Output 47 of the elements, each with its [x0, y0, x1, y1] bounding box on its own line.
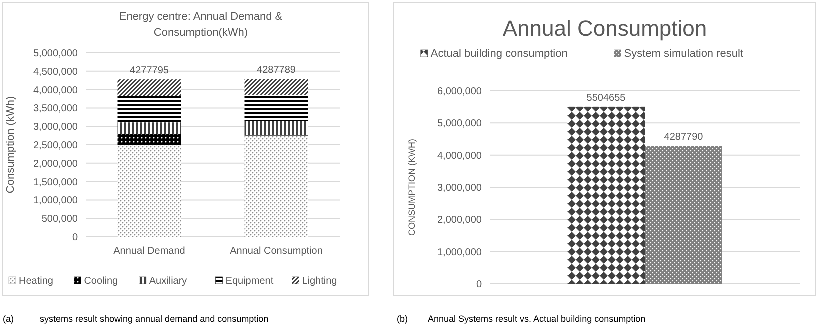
y-tick-label: 2,000,000 [438, 215, 482, 226]
y-tick-label: 3,500,000 [34, 104, 78, 115]
bar [244, 79, 308, 95]
y-tick-label: 1,500,000 [34, 177, 78, 188]
y-tick-label: 6,000,000 [438, 86, 482, 98]
legend-label: Auxiliary [149, 276, 188, 287]
y-axis-title: Consumption (kWh) [5, 96, 17, 194]
data-label: 5504655 [586, 92, 626, 104]
y-tick-label: 5,000,000 [34, 48, 78, 60]
bar [118, 145, 182, 237]
chart-title: Annual Consumption [502, 16, 708, 41]
y-tick-label: 2,500,000 [34, 140, 78, 152]
text: (b) [397, 314, 408, 324]
y-tick-label: 4,000,000 [34, 85, 78, 96]
total-label: 4287789 [257, 65, 296, 76]
y-tick-label: 4,000,000 [438, 150, 482, 162]
bar [118, 96, 182, 123]
y-tick-label: 3,000,000 [34, 122, 78, 134]
legend-label: Heating [19, 276, 54, 287]
y-axis-title: CONSUMPTION (KWH) [407, 139, 417, 236]
bar [118, 134, 182, 145]
text: Annual Systems result vs. Actual building consumption [428, 314, 646, 324]
bar [244, 121, 308, 136]
total-label: 4277795 [130, 66, 170, 77]
legend-label: System simulation result [624, 48, 744, 60]
bar [244, 136, 308, 237]
bar [118, 80, 182, 96]
legend-label: Equipment [226, 276, 274, 287]
y-tick-label: 0 [72, 232, 78, 244]
y-tick-label: 0 [476, 280, 482, 290]
y-tick-label: 2,000,000 [34, 158, 78, 170]
text: (a) [3, 314, 14, 324]
y-tick-label: 1,000,000 [438, 247, 482, 258]
legend-label: Actual building consumption [430, 48, 568, 60]
x-tick-label: Annual Demand [114, 246, 186, 257]
y-tick-label: 4,500,000 [34, 66, 78, 78]
y-tick-label: 1,000,000 [34, 196, 78, 207]
y-tick-label: 3,000,000 [438, 183, 482, 194]
bar [244, 94, 308, 122]
y-tick-label: 500,000 [42, 214, 78, 226]
legend-label: Cooling [84, 276, 118, 287]
chart-title: Energy centre: Annual Demand & Consumption(kWh) [119, 11, 284, 39]
y-tick-label: 5,000,000 [438, 118, 482, 130]
text: systems result showing annual demand and consumption [40, 314, 269, 324]
legend-label: Lighting [302, 276, 338, 287]
data-label: 4287790 [664, 132, 704, 144]
bar [118, 122, 182, 134]
